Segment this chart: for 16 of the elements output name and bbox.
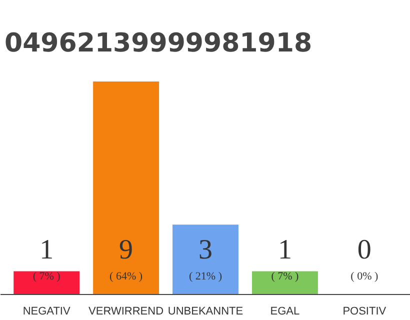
data-label: ( 21% )	[189, 270, 222, 282]
data-label: ( 7% )	[32, 270, 61, 282]
annotation: 1	[278, 234, 292, 266]
x-tick-label: POSITIV	[342, 306, 387, 318]
chart-title: 04962139999981918	[4, 28, 312, 58]
annotation: 9	[119, 234, 134, 266]
data-label: ( 0% )	[350, 270, 378, 282]
annotation: 1	[40, 234, 54, 266]
data-label: ( 7% )	[271, 270, 300, 282]
annotation: 0	[357, 234, 372, 266]
x-tick-label: VERWIRREND	[88, 306, 164, 318]
x-tick-label: UNBEKANNTE	[168, 306, 244, 318]
annotation: 3	[198, 234, 212, 266]
x-tick-label: EGAL	[270, 306, 300, 318]
x-tick-label: NEGATIV	[22, 306, 71, 318]
data-label: ( 64% )	[110, 270, 143, 282]
